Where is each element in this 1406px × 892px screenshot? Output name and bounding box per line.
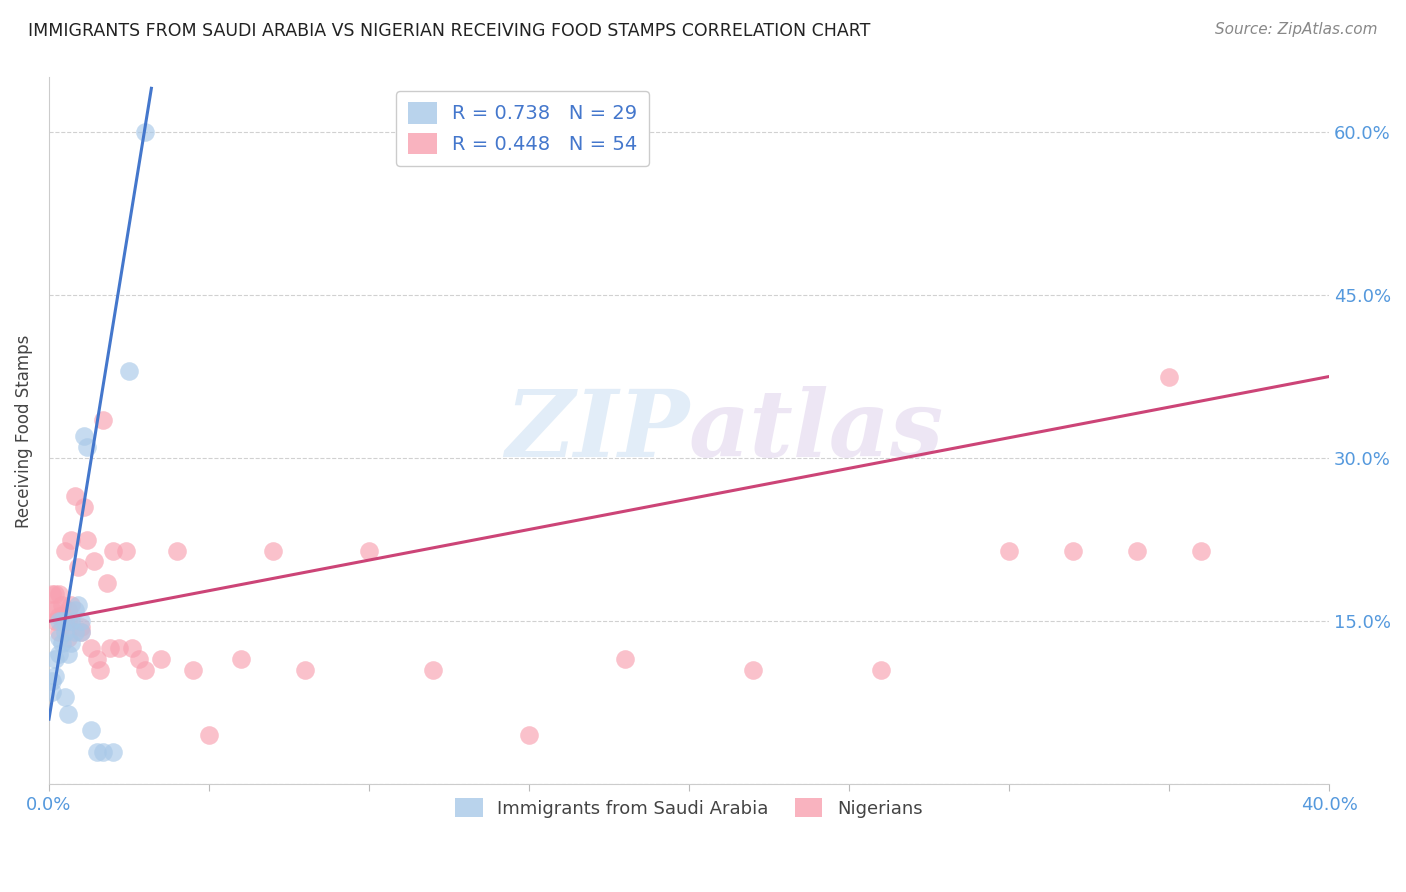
Text: Source: ZipAtlas.com: Source: ZipAtlas.com [1215,22,1378,37]
Point [870,663,893,677]
Point [181,663,204,677]
Point [83,554,105,568]
Point [1126,543,1149,558]
Point [101,543,124,558]
Point [998,543,1021,558]
Point [98,641,121,656]
Point [93,413,115,427]
Point [48,647,70,661]
Point [56,603,79,617]
Point [229,652,252,666]
Point [262,543,284,558]
Point [41,603,63,617]
Point [101,745,124,759]
Point [114,543,136,558]
Point [51,608,73,623]
Point [79,641,101,656]
Point [44,614,66,628]
Point [517,729,540,743]
Point [86,745,108,759]
Point [1157,369,1180,384]
Point [53,543,76,558]
Point [96,576,118,591]
Point [48,614,70,628]
Point [614,652,637,666]
Point [1189,543,1212,558]
Point [51,614,73,628]
Point [128,652,150,666]
Point [73,429,96,443]
Point [60,636,83,650]
Point [86,652,108,666]
Point [63,603,86,617]
Point [53,614,76,628]
Point [70,625,93,640]
Text: atlas: atlas [689,386,945,476]
Point [76,533,98,547]
Point [60,614,83,628]
Point [51,636,73,650]
Point [63,489,86,503]
Point [48,631,70,645]
Point [56,706,79,721]
Text: IMMIGRANTS FROM SAUDI ARABIA VS NIGERIAN RECEIVING FOOD STAMPS CORRELATION CHART: IMMIGRANTS FROM SAUDI ARABIA VS NIGERIAN… [28,22,870,40]
Text: ZIP: ZIP [505,386,689,476]
Point [357,543,380,558]
Point [48,625,70,640]
Y-axis label: Receiving Food Stamps: Receiving Food Stamps [15,334,32,528]
Point [108,641,131,656]
Point [70,620,93,634]
Point [73,500,96,514]
Point [51,598,73,612]
Point [44,668,66,682]
Point [166,543,188,558]
Point [41,674,63,689]
Point [89,663,111,677]
Point [53,690,76,705]
Point [121,641,143,656]
Point [60,598,83,612]
Point [93,745,115,759]
Point [63,625,86,640]
Point [41,587,63,601]
Point [149,652,172,666]
Point [134,663,156,677]
Point [294,663,316,677]
Point [56,614,79,628]
Point [60,533,83,547]
Point [66,598,89,612]
Point [198,729,221,743]
Point [70,614,93,628]
Legend: Immigrants from Saudi Arabia, Nigerians: Immigrants from Saudi Arabia, Nigerians [449,790,929,825]
Point [66,560,89,574]
Point [48,608,70,623]
Point [44,652,66,666]
Point [44,587,66,601]
Point [118,364,141,378]
Point [742,663,765,677]
Point [79,723,101,737]
Point [56,631,79,645]
Point [134,125,156,139]
Point [70,625,93,640]
Point [48,587,70,601]
Point [53,625,76,640]
Point [53,614,76,628]
Point [1062,543,1084,558]
Point [56,647,79,661]
Point [41,685,63,699]
Point [44,603,66,617]
Point [422,663,444,677]
Point [76,440,98,454]
